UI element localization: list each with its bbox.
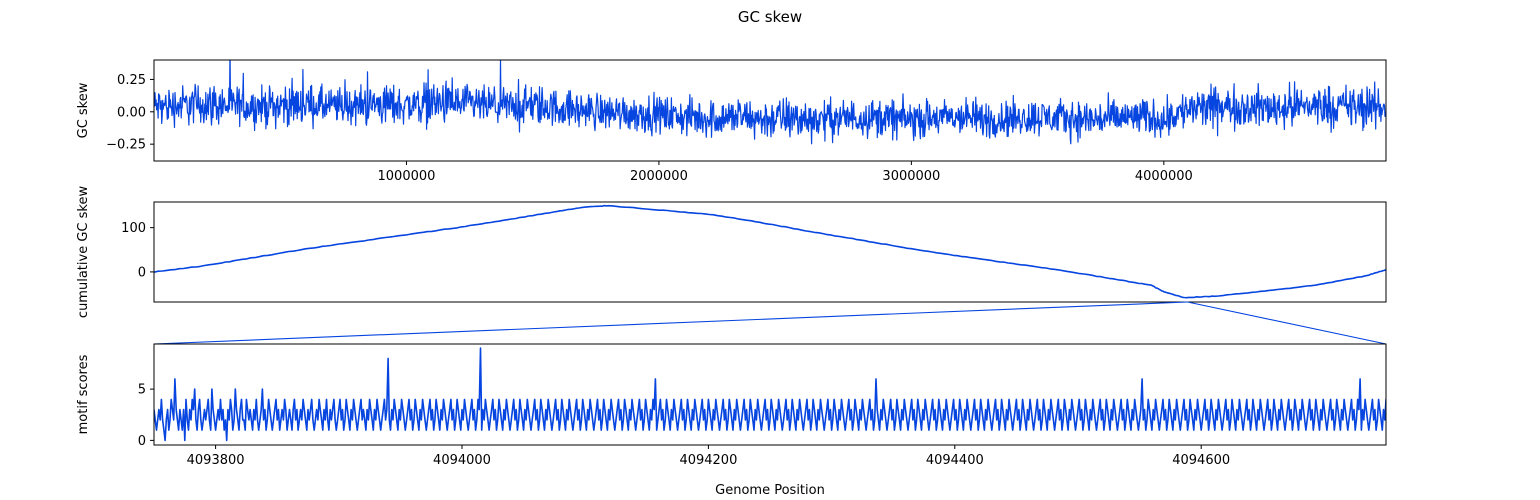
gc-ytick-label: −0.25	[106, 138, 146, 153]
zoom-connector-left	[153, 301, 1188, 345]
figure-title: GC skew	[738, 8, 802, 26]
gc-ylabel: GC skew	[76, 82, 91, 138]
cumulative-gc-skew-panel: 0 100 cumulative GC skew	[76, 186, 1387, 319]
motif-xlabel: Genome Position	[715, 483, 825, 498]
gc-ytick-label: 0.00	[117, 105, 146, 120]
cum-series-line	[154, 204, 1386, 299]
cum-ytick-label: 0	[138, 265, 146, 280]
zoom-connector	[153, 301, 1387, 345]
gc-series-line	[154, 60, 1386, 145]
gc-ytick-label: 0.25	[117, 73, 146, 88]
zoom-connector-right	[1187, 301, 1387, 345]
motif-ytick-label: 5	[138, 383, 146, 398]
motif-series-line	[154, 347, 1386, 442]
motif-xtick-label: 4094000	[433, 453, 491, 468]
motif-xtick-label: 4094600	[1172, 453, 1230, 468]
motif-xtick-label: 4094200	[679, 453, 737, 468]
cum-axes-frame	[153, 201, 1387, 303]
gc-xtick-label: 4000000	[1135, 169, 1193, 184]
gc-axes-frame	[153, 59, 1387, 162]
motif-ytick-label: 0	[138, 434, 146, 449]
cum-ylabel: cumulative GC skew	[76, 186, 91, 319]
gc-xtick-label: 3000000	[882, 169, 940, 184]
motif-ylabel: motif scores	[76, 354, 91, 434]
cum-ytick-label: 100	[121, 221, 146, 236]
motif-scores-panel: 0 5 4093800 4094000 4094200 4094400 4094600 mot…	[76, 343, 1387, 498]
motif-xtick-label: 4094400	[926, 453, 984, 468]
motif-xtick-label: 4093800	[187, 453, 245, 468]
gc-xtick-label: 2000000	[630, 169, 688, 184]
gc-skew-panel: −0.25 0.00 0.25 1000000 2000000 3000000 400000…	[76, 59, 1387, 184]
gc-xtick-label: 1000000	[378, 169, 436, 184]
motif-axes-frame	[153, 343, 1387, 446]
